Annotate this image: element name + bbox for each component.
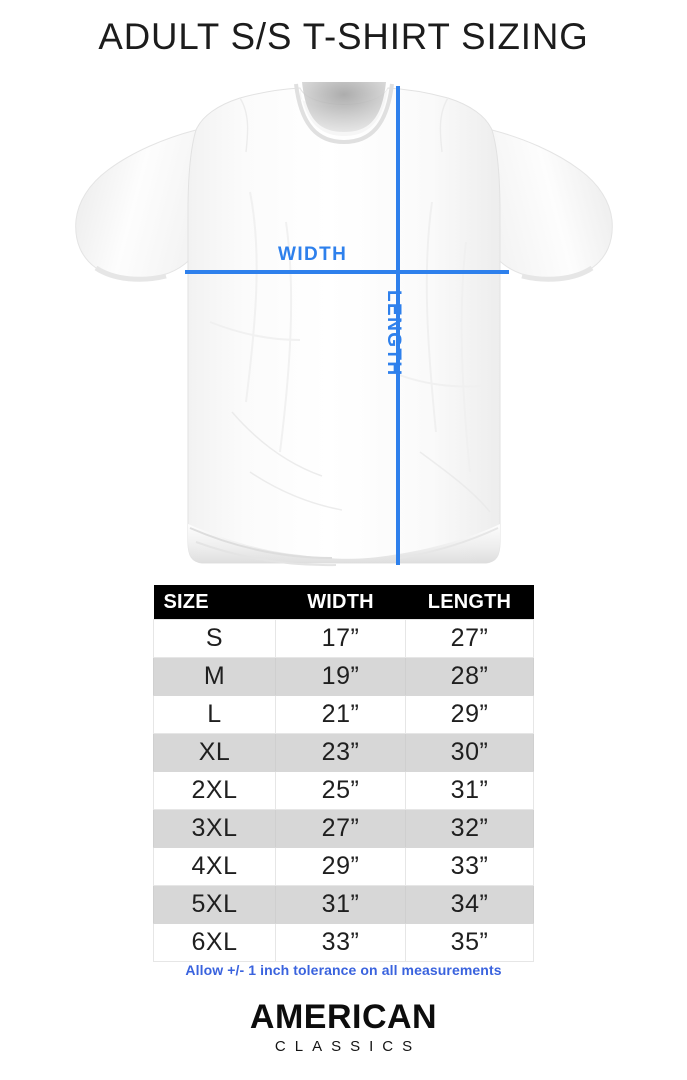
shirt-silhouette: [75, 82, 613, 567]
column-header-width: WIDTH: [275, 585, 406, 620]
cell-length: 32”: [405, 809, 534, 848]
cell-width: 23”: [275, 733, 406, 772]
table-header-row: SIZE WIDTH LENGTH: [153, 585, 534, 620]
size-chart-body: S 17” 27” M 19” 28” L 21” 29” XL 23” 30”…: [153, 619, 534, 962]
table-row: M 19” 28”: [153, 657, 534, 696]
cell-width: 19”: [275, 657, 406, 696]
width-measurement-label: WIDTH: [278, 244, 348, 265]
cell-size: 4XL: [153, 847, 276, 886]
cell-length: 35”: [405, 923, 534, 962]
column-header-size: SIZE: [153, 585, 276, 620]
cell-width: 29”: [275, 847, 406, 886]
cell-size: 5XL: [153, 885, 276, 924]
size-chart-table: SIZE WIDTH LENGTH S 17” 27” M 19” 28” L …: [153, 585, 534, 962]
table-row: 6XL 33” 35”: [153, 923, 534, 962]
length-measurement-label: LENGTH: [383, 290, 404, 377]
page-title: ADULT S/S T-SHIRT SIZING: [98, 16, 589, 57]
cell-size: S: [153, 619, 276, 658]
cell-length: 30”: [405, 733, 534, 772]
cell-size: 2XL: [153, 771, 276, 810]
t-shirt-illustration: [75, 82, 613, 567]
cell-width: 21”: [275, 695, 406, 734]
cell-size: L: [153, 695, 276, 734]
table-row: 4XL 29” 33”: [153, 847, 534, 886]
brand-name-primary: AMERICAN: [249, 998, 438, 1036]
cell-length: 28”: [405, 657, 534, 696]
cell-size: 6XL: [153, 923, 276, 962]
cell-width: 27”: [275, 809, 406, 848]
brand-name-secondary: CLASSICS: [274, 1038, 422, 1055]
table-row: 3XL 27” 32”: [153, 809, 534, 848]
cell-length: 34”: [405, 885, 534, 924]
cell-width: 25”: [275, 771, 406, 810]
table-row: XL 23” 30”: [153, 733, 534, 772]
width-measurement-line: [185, 270, 509, 274]
cell-size: M: [153, 657, 276, 696]
cell-width: 33”: [275, 923, 406, 962]
table-row: 2XL 25” 31”: [153, 771, 534, 810]
cell-length: 31”: [405, 771, 534, 810]
cell-width: 17”: [275, 619, 406, 658]
cell-length: 27”: [405, 619, 534, 658]
cell-length: 29”: [405, 695, 534, 734]
t-shirt-measurement-diagram: WIDTH LENGTH: [0, 72, 687, 572]
brand-logo: AMERICAN CLASSICS: [0, 998, 687, 1058]
table-row: S 17” 27”: [153, 619, 534, 658]
cell-length: 33”: [405, 847, 534, 886]
cell-size: XL: [153, 733, 276, 772]
table-row: 5XL 31” 34”: [153, 885, 534, 924]
column-header-length: LENGTH: [405, 585, 534, 620]
table-row: L 21” 29”: [153, 695, 534, 734]
length-measurement-line: [396, 86, 400, 565]
cell-size: 3XL: [153, 809, 276, 848]
tolerance-note: Allow +/- 1 inch tolerance on all measur…: [185, 962, 502, 978]
cell-width: 31”: [275, 885, 406, 924]
